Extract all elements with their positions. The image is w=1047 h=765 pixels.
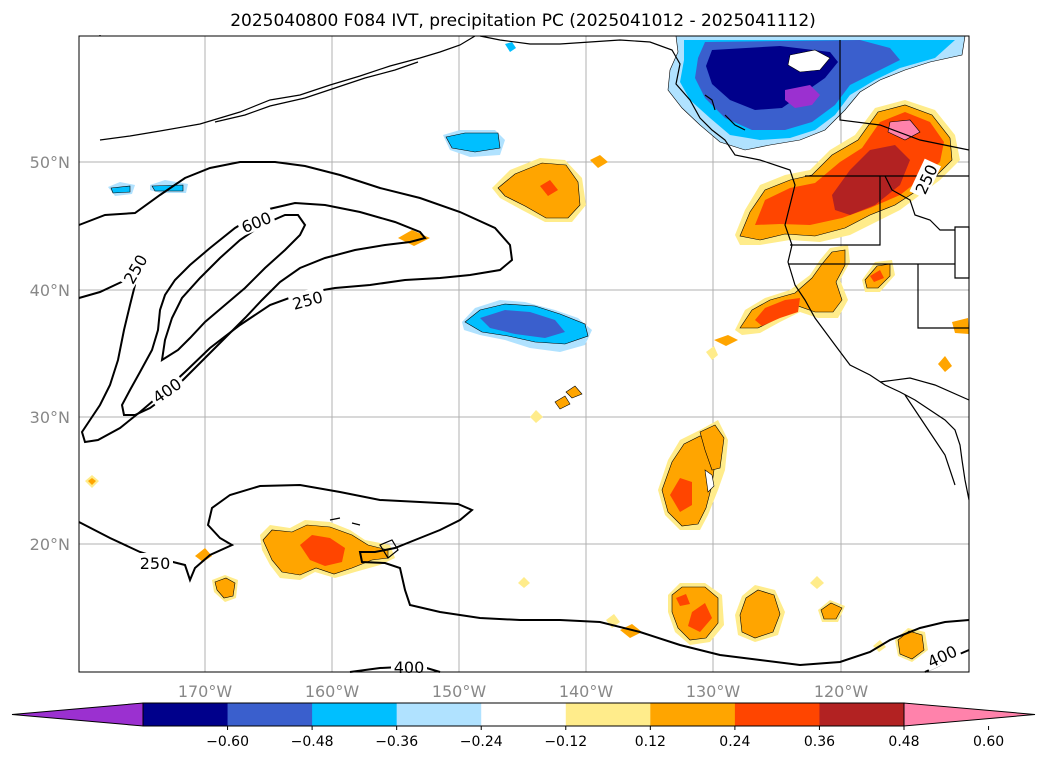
lon-tick-label: 140°W <box>559 682 614 701</box>
colorbar-extend-max <box>903 702 1036 727</box>
latitude-tick-labels: 50°N 40°N 30°N 20°N <box>30 153 70 554</box>
colorbar-segment <box>565 703 651 726</box>
lon-tick-label: 120°W <box>814 682 869 701</box>
colorbar-segment <box>143 703 229 726</box>
colorbar-segment <box>650 703 736 726</box>
map-panel: 250 600 250 400 250 400 <box>78 35 970 677</box>
lon-tick-label: 130°W <box>686 682 741 701</box>
colorbar-segment <box>819 703 905 726</box>
lat-tick-label: 50°N <box>30 153 70 172</box>
colorbar-tick-label: −0.60 <box>206 734 249 750</box>
colorbar-tick-label: 0.60 <box>973 734 1004 750</box>
colorbar-tick-label: 0.12 <box>635 734 666 750</box>
lat-tick-label: 30°N <box>30 408 70 427</box>
colorbar-segment <box>227 703 313 726</box>
colorbar-tick-label: −0.12 <box>544 734 587 750</box>
colorbar-tick-label: −0.36 <box>375 734 418 750</box>
coastlines <box>99 35 970 559</box>
ivt-contour-400 <box>120 201 427 416</box>
lat-tick-label: 40°N <box>30 281 70 300</box>
map-frame <box>78 35 970 673</box>
ivt-contour-600 <box>160 214 307 362</box>
colorbar-tick-label: 0.36 <box>804 734 835 750</box>
contour-label: 400 <box>394 658 425 677</box>
colorbar: −0.60 −0.48 −0.36 −0.24 −0.12 0.12 0.24 0.36 0.4… <box>11 702 1036 750</box>
figure-title: 2025040800 F084 IVT, precipitation PC (2… <box>230 11 816 31</box>
lon-tick-label: 170°W <box>178 682 233 701</box>
ivt-contour-250-south <box>78 483 970 667</box>
colorbar-segment <box>481 703 567 726</box>
lon-tick-label: 150°W <box>432 682 487 701</box>
colorbar-tick-label: −0.48 <box>291 734 334 750</box>
colorbar-tick-label: −0.24 <box>460 734 503 750</box>
colorbar-segment <box>734 703 820 726</box>
colorbar-segment <box>396 703 482 726</box>
longitude-tick-labels: 170°W 160°W 150°W 140°W 130°W 120°W <box>178 682 869 701</box>
colorbar-tick-label: 0.48 <box>888 734 919 750</box>
lon-tick-label: 160°W <box>305 682 360 701</box>
lat-tick-label: 20°N <box>30 535 70 554</box>
colorbar-extend-min <box>11 702 144 727</box>
colorbar-tick-label: 0.24 <box>719 734 750 750</box>
positive-anomaly-fields <box>85 100 969 662</box>
contour-label: 250 <box>140 554 171 573</box>
colorbar-segment <box>312 703 398 726</box>
negative-anomaly-fields <box>108 35 966 352</box>
